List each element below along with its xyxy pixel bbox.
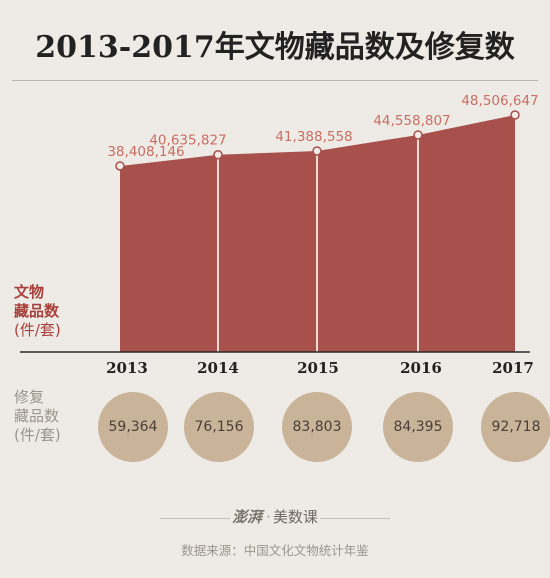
restoration-label-unit: (件/套)	[14, 426, 61, 444]
brand-logo: 澎湃 · 美数课	[0, 506, 550, 527]
data-point-2014	[213, 149, 223, 160]
restoration-axis-label: 修复 藏品数 (件/套)	[14, 388, 84, 445]
year-label-2016: 2016	[400, 359, 442, 377]
collection-label-line1: 文物	[14, 283, 45, 301]
value-label-2016: 44,558,807	[373, 113, 450, 129]
collection-label-unit: (件/套)	[14, 321, 61, 339]
logo-rule-left	[160, 518, 230, 519]
data-point-2013	[115, 161, 125, 171]
title-divider	[12, 80, 538, 81]
collection-label-line2: 藏品数	[14, 302, 60, 320]
data-point-2016	[413, 130, 423, 140]
data-point-2017	[510, 110, 520, 120]
value-label-2017: 48,506,647	[461, 93, 538, 109]
chart-title: 2013-2017年文物藏品数及修复数	[35, 30, 515, 65]
restoration-value-2014: 76,156	[184, 392, 254, 462]
data-source: 数据来源：中国文化文物统计年鉴	[181, 543, 369, 558]
value-label-2013: 38,408,146	[107, 144, 184, 160]
logo-separator: ·	[266, 508, 271, 526]
restoration-label-line2: 藏品数	[14, 407, 60, 425]
value-label-2014: 40,635,827	[149, 133, 226, 149]
value-label-2015: 41,388,558	[275, 129, 352, 145]
year-label-2017: 2017	[492, 359, 534, 377]
year-label-2014: 2014	[197, 359, 239, 377]
data-point-2015	[312, 146, 322, 156]
logo-rule-right	[320, 518, 390, 519]
logo-brand: 澎湃	[232, 508, 263, 526]
restoration-value-2016: 84,395	[383, 392, 453, 462]
restoration-value-2013: 59,364	[98, 392, 168, 462]
collection-axis-label: 文物 藏品数 (件/套)	[14, 283, 84, 340]
restoration-value-2017: 92,718	[481, 392, 550, 462]
year-label-2015: 2015	[297, 359, 339, 377]
year-label-2013: 2013	[106, 359, 148, 377]
logo-sub: 美数课	[272, 508, 318, 526]
restoration-label-line1: 修复	[14, 388, 45, 406]
restoration-value-2015: 83,803	[282, 392, 352, 462]
